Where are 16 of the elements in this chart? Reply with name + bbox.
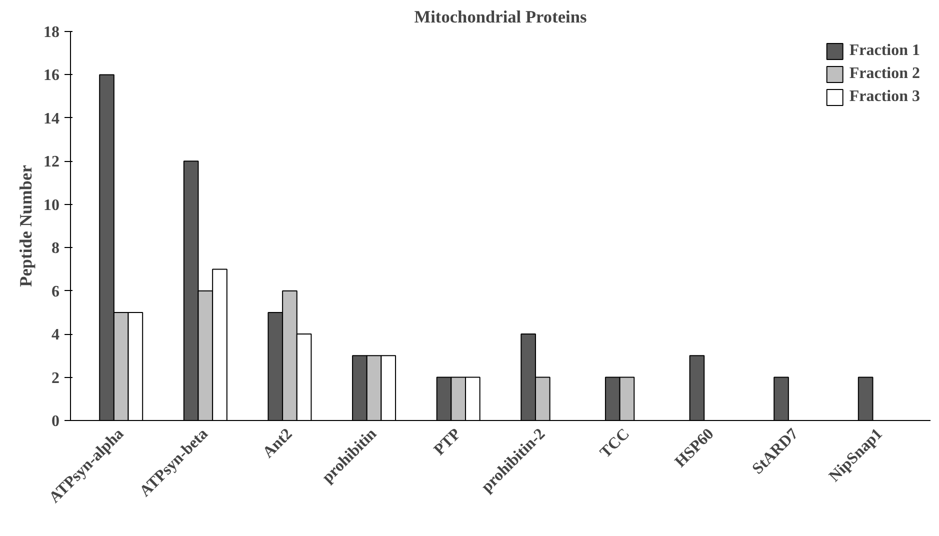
y-tick-label: 8 [52, 240, 60, 258]
y-tick-label: 10 [44, 196, 60, 214]
y-tick-label: 18 [44, 24, 60, 41]
chart-title: Mitochondrial Proteins [414, 8, 587, 26]
y-tick-label: 12 [44, 154, 60, 171]
y-tick-label: 16 [44, 67, 60, 84]
y-tick-label: 6 [52, 283, 60, 300]
y-tick-label: 0 [52, 413, 60, 430]
legend-label: Fraction 2 [849, 65, 920, 83]
legend-label: Fraction 1 [849, 42, 920, 60]
y-tick-label: 4 [52, 326, 60, 344]
x-tick-label: PTP [430, 425, 465, 459]
legend-label: Fraction 3 [849, 88, 920, 106]
y-axis-title: Peptide Number [16, 164, 36, 287]
y-tick-label: 2 [52, 370, 60, 387]
y-tick-label: 14 [44, 110, 60, 128]
